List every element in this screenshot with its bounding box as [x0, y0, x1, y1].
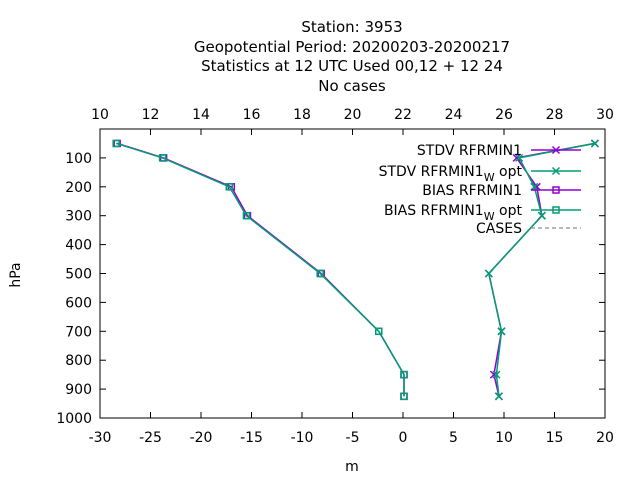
data-point-marker	[242, 211, 251, 220]
data-point-marker	[316, 269, 324, 278]
data-point-marker	[552, 186, 560, 194]
data-point-marker	[484, 269, 493, 278]
series-4	[112, 139, 408, 401]
y-axis-label: hPa	[8, 262, 24, 287]
title-line-1: Station: 3953	[301, 18, 402, 36]
data-point-marker	[112, 139, 120, 148]
legend-label: BIAS RFRMIN1W opt	[384, 203, 523, 223]
x-axis-label: m	[345, 459, 359, 475]
x-tick-label: -30	[89, 430, 112, 446]
series-line	[487, 142, 596, 397]
y-tick-label: 200	[65, 180, 92, 196]
x-tick-label: -15	[240, 430, 263, 446]
legend-label: STDV RFRMIN1	[417, 143, 522, 159]
x-tick-label: 15	[546, 430, 564, 446]
data-point-marker	[590, 139, 599, 148]
x2-tick-label: 24	[445, 107, 463, 123]
y-tick-label: 400	[65, 238, 92, 254]
legend-entry-4: BIAS RFRMIN1W opt	[384, 203, 581, 223]
x-tick-label: 5	[449, 430, 458, 446]
legend-label: STDV RFRMIN1W opt	[379, 164, 523, 184]
x2-tick-label: 26	[495, 107, 513, 123]
x2-tick-label: 10	[91, 107, 109, 123]
y-tick-label: 600	[65, 295, 92, 311]
data-point-marker	[512, 153, 521, 162]
x-tick-label: 20	[596, 430, 614, 446]
x2-tick-label: 28	[546, 107, 564, 123]
data-point-marker	[375, 327, 383, 336]
y-tick-label: 900	[65, 382, 92, 398]
series-line	[487, 142, 596, 397]
data-point-marker	[494, 392, 503, 401]
data-point-marker	[537, 211, 546, 220]
data-point-marker	[400, 392, 408, 401]
x2-tick-label: 30	[596, 107, 614, 123]
x-tick-label: -5	[346, 430, 360, 446]
data-point-marker	[552, 206, 560, 214]
x2-tick-label: 18	[293, 107, 311, 123]
y-tick-label: 100	[65, 151, 92, 167]
data-point-marker	[158, 154, 167, 162]
data-point-marker	[400, 370, 408, 379]
y-tick-label: 500	[65, 267, 92, 283]
legend-entry-2: STDV RFRMIN1W opt	[379, 164, 581, 184]
title-line-4: No cases	[318, 77, 386, 95]
x-tick-label: -25	[139, 430, 162, 446]
y-tick-label: 300	[65, 209, 92, 225]
data-point-marker	[530, 182, 539, 191]
series-layer	[112, 139, 599, 401]
y-tick-label: 1000	[56, 411, 92, 427]
x2-tick-label: 14	[192, 107, 210, 123]
series-line	[115, 142, 405, 397]
legend-entry-3: BIAS RFRMIN1	[422, 183, 581, 199]
title-line-3: Statistics at 12 UTC Used 00,12 + 12 24	[201, 57, 503, 75]
data-point-marker	[225, 183, 234, 191]
legend-label: CASES	[476, 221, 522, 237]
chart-title: Station: 3953 Geopotential Period: 20200…	[194, 18, 510, 95]
y-tick-label: 800	[65, 353, 92, 369]
y-tick-label: 700	[65, 324, 92, 340]
legend-entry-1: STDV RFRMIN1	[417, 143, 581, 159]
data-point-marker	[492, 370, 501, 379]
data-point-marker	[515, 153, 524, 162]
series-3	[113, 139, 408, 401]
x-tick-label: -10	[291, 430, 314, 446]
x-tick-label: 0	[399, 430, 408, 446]
x2-tick-label: 20	[344, 107, 362, 123]
x-tick-label: 10	[495, 430, 513, 446]
data-point-marker	[551, 166, 561, 176]
axes-group: -30 -25 -20 -15 -10 -5 0 5 10 15 20 10 12 14 16 18 20 22 2…	[56, 107, 614, 446]
x-tick-label: -20	[190, 430, 213, 446]
series-2	[484, 139, 599, 401]
x2-tick-label: 16	[243, 107, 261, 123]
legend-label: BIAS RFRMIN1	[422, 183, 522, 199]
plot-frame	[99, 128, 606, 419]
legend-entry-5: CASES	[476, 221, 581, 237]
data-point-marker	[497, 327, 506, 336]
title-line-2: Geopotential Period: 20200203-20200217	[194, 38, 510, 56]
x2-tick-label: 22	[394, 107, 412, 123]
data-point-marker	[551, 145, 561, 155]
series-line	[116, 142, 405, 397]
x2-tick-label: 12	[142, 107, 160, 123]
